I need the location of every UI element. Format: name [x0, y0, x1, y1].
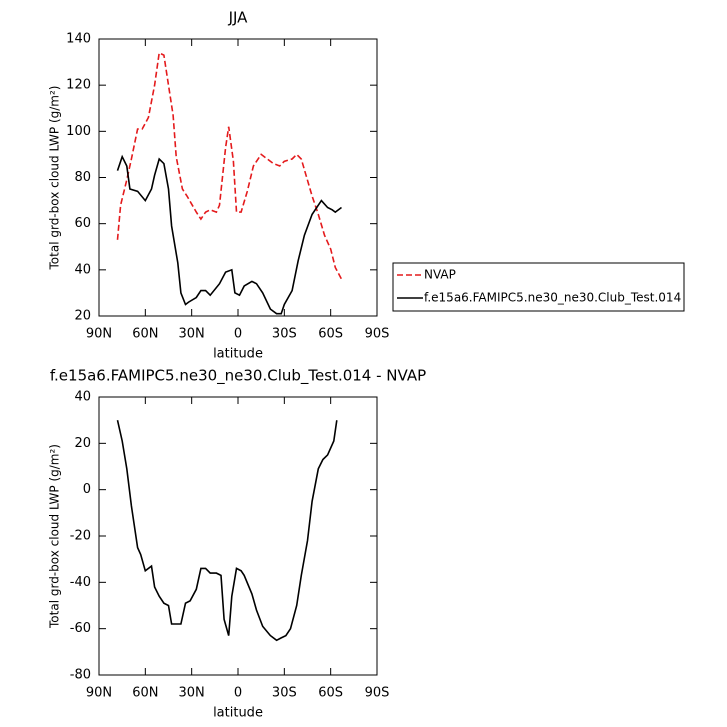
y-tick-label: 40 — [74, 262, 91, 277]
legend-box — [392, 262, 685, 312]
x-tick-label: 60N — [132, 686, 158, 701]
plot-frame — [98, 38, 378, 317]
y-axis-label: Total grd-box cloud LWP (g/m²) — [48, 86, 62, 271]
x-tick-label: 30N — [179, 686, 205, 701]
x-tick-label: 30S — [272, 686, 297, 701]
x-tick-label: 90N — [86, 327, 112, 342]
y-tick-label: 100 — [66, 124, 91, 139]
y-axis-label: Total grd-box cloud LWP (g/m²) — [48, 444, 62, 629]
x-tick-label: 60S — [318, 327, 343, 342]
y-tick-label: -20 — [70, 529, 91, 544]
x-tick-label: 90S — [365, 327, 390, 342]
plot-frame — [98, 396, 378, 676]
y-tick-label: 140 — [66, 32, 91, 47]
y-tick-label: 0 — [83, 482, 91, 497]
x-tick-label: 90N — [86, 686, 112, 701]
chart-title: f.e15a6.FAMIPC5.ne30_ne30.Club_Test.014 … — [50, 367, 426, 386]
series-line — [116, 420, 338, 642]
x-axis-label: latitude — [213, 347, 263, 362]
y-tick-label: 20 — [74, 436, 91, 451]
legend-label: NVAP — [424, 268, 456, 282]
legend-label: f.e15a6.FAMIPC5.ne30_ne30.Club_Test.014 — [424, 291, 681, 305]
x-tick-label: 90S — [365, 686, 390, 701]
x-tick-label: 60N — [132, 327, 158, 342]
series-line — [116, 51, 343, 280]
y-tick-label: 20 — [74, 309, 91, 324]
x-tick-label: 0 — [234, 327, 242, 342]
chart-title: JJA — [228, 9, 249, 27]
y-tick-label: -40 — [70, 575, 91, 590]
y-tick-label: 120 — [66, 78, 91, 93]
x-tick-label: 30S — [272, 327, 297, 342]
x-axis-label: latitude — [213, 706, 263, 721]
y-tick-label: -80 — [70, 668, 91, 683]
x-tick-label: 0 — [234, 686, 242, 701]
y-tick-label: 60 — [74, 216, 91, 231]
y-tick-label: 80 — [74, 170, 91, 185]
y-tick-label: 40 — [74, 390, 91, 405]
x-tick-label: 30N — [179, 327, 205, 342]
y-tick-label: -60 — [70, 621, 91, 636]
x-tick-label: 60S — [318, 686, 343, 701]
series-line — [116, 154, 342, 315]
